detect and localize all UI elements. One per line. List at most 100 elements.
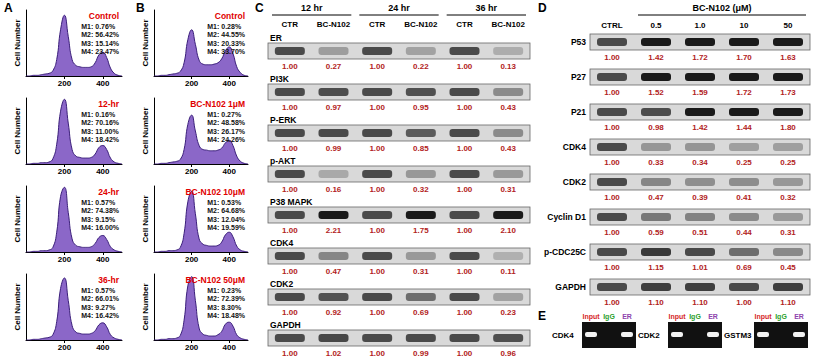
svg-text:M1: 0.27%: M1: 0.27%	[207, 111, 242, 118]
svg-text:1.73: 1.73	[780, 88, 796, 97]
svg-text:200: 200	[58, 343, 72, 352]
svg-text:1.00: 1.00	[604, 88, 620, 97]
svg-text:1.00: 1.00	[369, 144, 385, 153]
svg-text:BC-N102 (μM): BC-N102 (μM)	[692, 3, 751, 13]
svg-text:1.63: 1.63	[780, 53, 796, 62]
svg-text:M2: 56.42%: M2: 56.42%	[81, 31, 120, 38]
svg-text:1.00: 1.00	[282, 185, 298, 194]
svg-text:1.00: 1.00	[604, 193, 620, 202]
svg-text:2.10: 2.10	[500, 226, 516, 235]
svg-text:M2: 72.39%: M2: 72.39%	[207, 295, 246, 302]
svg-text:1.10: 1.10	[692, 298, 708, 307]
svg-text:CTRL: CTRL	[601, 21, 622, 30]
svg-text:M2: 44.55%: M2: 44.55%	[207, 31, 246, 38]
svg-text:200: 200	[185, 167, 199, 176]
svg-text:36-hr: 36-hr	[98, 275, 119, 285]
svg-text:1.00: 1.00	[282, 308, 298, 317]
svg-text:M3: 9.15%: M3: 9.15%	[81, 216, 116, 223]
svg-text:0.99: 0.99	[413, 349, 429, 358]
svg-text:BC-N102 10μM: BC-N102 10μM	[185, 187, 245, 197]
svg-text:1.00: 1.00	[369, 103, 385, 112]
svg-text:1.00: 1.00	[457, 62, 473, 71]
svg-text:0.43: 0.43	[500, 103, 516, 112]
svg-text:M1: 0.16%: M1: 0.16%	[81, 111, 116, 118]
svg-text:M1: 0.57%: M1: 0.57%	[81, 199, 116, 206]
svg-text:CDK2: CDK2	[563, 177, 586, 187]
svg-text:400: 400	[223, 343, 237, 352]
svg-text:BC-N102 1μM: BC-N102 1μM	[190, 99, 245, 109]
svg-text:0.25: 0.25	[780, 158, 796, 167]
svg-text:24 hr: 24 hr	[388, 3, 410, 13]
svg-text:M1: 0.53%: M1: 0.53%	[207, 199, 242, 206]
svg-text:B: B	[136, 1, 145, 15]
svg-text:1.00: 1.00	[604, 298, 620, 307]
svg-text:M4: 16.00%: M4: 16.00%	[81, 224, 120, 231]
svg-text:1.44: 1.44	[736, 123, 752, 132]
svg-text:12 hr: 12 hr	[301, 3, 323, 13]
svg-text:BC-N102: BC-N102	[491, 20, 525, 29]
svg-text:0.22: 0.22	[413, 62, 429, 71]
svg-text:0.59: 0.59	[648, 228, 664, 237]
svg-text:1.10: 1.10	[648, 298, 664, 307]
svg-text:GAPDH: GAPDH	[555, 282, 586, 292]
svg-text:1.52: 1.52	[648, 88, 664, 97]
svg-text:1.00: 1.00	[457, 349, 473, 358]
svg-text:1.00: 1.00	[282, 349, 298, 358]
svg-text:Input: Input	[754, 313, 772, 321]
svg-text:0.45: 0.45	[780, 263, 796, 272]
svg-text:400: 400	[223, 167, 237, 176]
svg-text:0.99: 0.99	[326, 144, 342, 153]
svg-text:0.16: 0.16	[326, 185, 342, 194]
svg-text:P38 MAPK: P38 MAPK	[270, 197, 313, 207]
svg-text:E: E	[538, 309, 546, 323]
svg-text:1.00: 1.00	[369, 226, 385, 235]
svg-text:1.01: 1.01	[692, 263, 708, 272]
svg-text:Cell Number: Cell Number	[141, 283, 150, 330]
svg-text:1.00: 1.00	[736, 298, 752, 307]
svg-text:0.97: 0.97	[326, 103, 342, 112]
svg-text:0.98: 0.98	[648, 123, 664, 132]
svg-text:0.44: 0.44	[736, 228, 752, 237]
svg-text:1.00: 1.00	[282, 62, 298, 71]
svg-text:Input: Input	[668, 313, 686, 321]
svg-text:CDK4: CDK4	[563, 142, 586, 152]
svg-text:0.47: 0.47	[326, 267, 342, 276]
svg-text:M4: 18.48%: M4: 18.48%	[207, 312, 246, 319]
svg-text:M3: 8.30%: M3: 8.30%	[207, 304, 242, 311]
svg-text:IgG: IgG	[603, 313, 615, 321]
svg-text:1.00: 1.00	[369, 349, 385, 358]
svg-text:M4: 16.42%: M4: 16.42%	[81, 312, 120, 319]
svg-text:M1: 0.23%: M1: 0.23%	[207, 287, 242, 294]
svg-text:400: 400	[96, 79, 110, 88]
svg-text:1.00: 1.00	[604, 53, 620, 62]
svg-text:P27: P27	[571, 72, 586, 82]
svg-text:1.42: 1.42	[648, 53, 664, 62]
svg-text:M4: 19.59%: M4: 19.59%	[207, 224, 246, 231]
svg-text:1.00: 1.00	[369, 62, 385, 71]
svg-text:M1: 0.57%: M1: 0.57%	[81, 287, 116, 294]
svg-text:0.96: 0.96	[500, 349, 516, 358]
svg-text:1.72: 1.72	[692, 53, 708, 62]
svg-text:M3: 11.00%: M3: 11.00%	[81, 128, 119, 135]
svg-text:M2: 66.01%: M2: 66.01%	[81, 295, 120, 302]
svg-text:0.25: 0.25	[736, 158, 752, 167]
svg-text:1.00: 1.00	[604, 123, 620, 132]
svg-text:0.69: 0.69	[736, 263, 752, 272]
svg-text:1.00: 1.00	[457, 103, 473, 112]
svg-text:GAPDH: GAPDH	[270, 320, 301, 330]
svg-text:1.15: 1.15	[648, 263, 664, 272]
svg-text:Cyclin D1: Cyclin D1	[547, 212, 586, 222]
svg-text:M2: 74.38%: M2: 74.38%	[81, 207, 120, 214]
svg-text:Cell Number: Cell Number	[141, 107, 150, 154]
svg-text:400: 400	[96, 343, 110, 352]
svg-text:1.00: 1.00	[457, 308, 473, 317]
svg-text:Cell Number: Cell Number	[13, 195, 22, 242]
svg-text:1.00: 1.00	[282, 226, 298, 235]
svg-text:CDK2: CDK2	[270, 279, 293, 289]
svg-text:50: 50	[784, 21, 793, 30]
svg-text:Control: Control	[89, 11, 119, 21]
svg-text:Cell Number: Cell Number	[13, 19, 22, 66]
svg-text:CDK4: CDK4	[270, 238, 293, 248]
svg-text:CDK4: CDK4	[552, 331, 574, 340]
svg-text:M2: 64.68%: M2: 64.68%	[207, 207, 246, 214]
